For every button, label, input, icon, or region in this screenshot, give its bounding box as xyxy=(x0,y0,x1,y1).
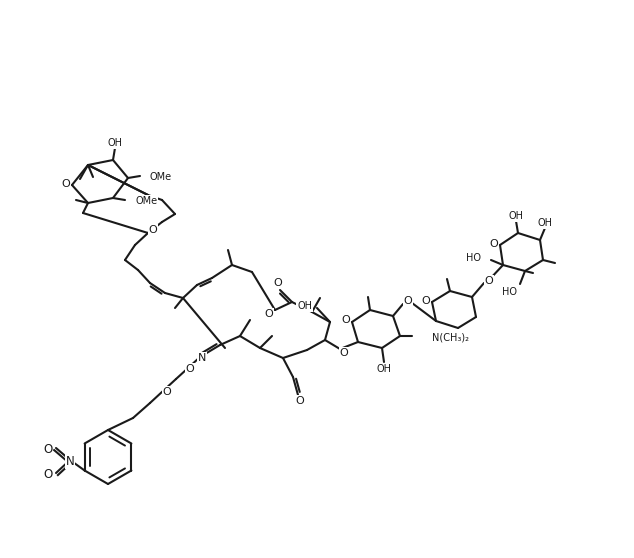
Text: OH: OH xyxy=(508,211,524,221)
Text: O: O xyxy=(422,296,430,306)
Text: HO: HO xyxy=(466,253,481,263)
Text: O: O xyxy=(43,468,53,481)
Text: OH: OH xyxy=(297,301,312,311)
Text: N(CH₃)₂: N(CH₃)₂ xyxy=(432,332,469,342)
Text: O: O xyxy=(148,225,157,235)
Text: OMe: OMe xyxy=(135,196,157,206)
Text: O: O xyxy=(489,239,498,249)
Text: O: O xyxy=(61,179,70,189)
Text: O: O xyxy=(484,276,493,286)
Text: OH: OH xyxy=(538,218,552,228)
Text: OH: OH xyxy=(377,364,392,374)
Text: O: O xyxy=(186,364,195,374)
Text: O: O xyxy=(340,348,348,358)
Text: N: N xyxy=(198,353,206,363)
Text: OH: OH xyxy=(108,138,122,148)
Text: O: O xyxy=(295,396,304,406)
Text: O: O xyxy=(404,296,412,306)
Text: O: O xyxy=(342,315,351,325)
Text: N: N xyxy=(66,455,74,468)
Text: HO: HO xyxy=(502,287,517,297)
Text: OMe: OMe xyxy=(150,172,172,182)
Text: O: O xyxy=(43,443,53,456)
Text: O: O xyxy=(274,278,282,288)
Text: O: O xyxy=(264,309,273,319)
Text: O: O xyxy=(163,387,171,397)
